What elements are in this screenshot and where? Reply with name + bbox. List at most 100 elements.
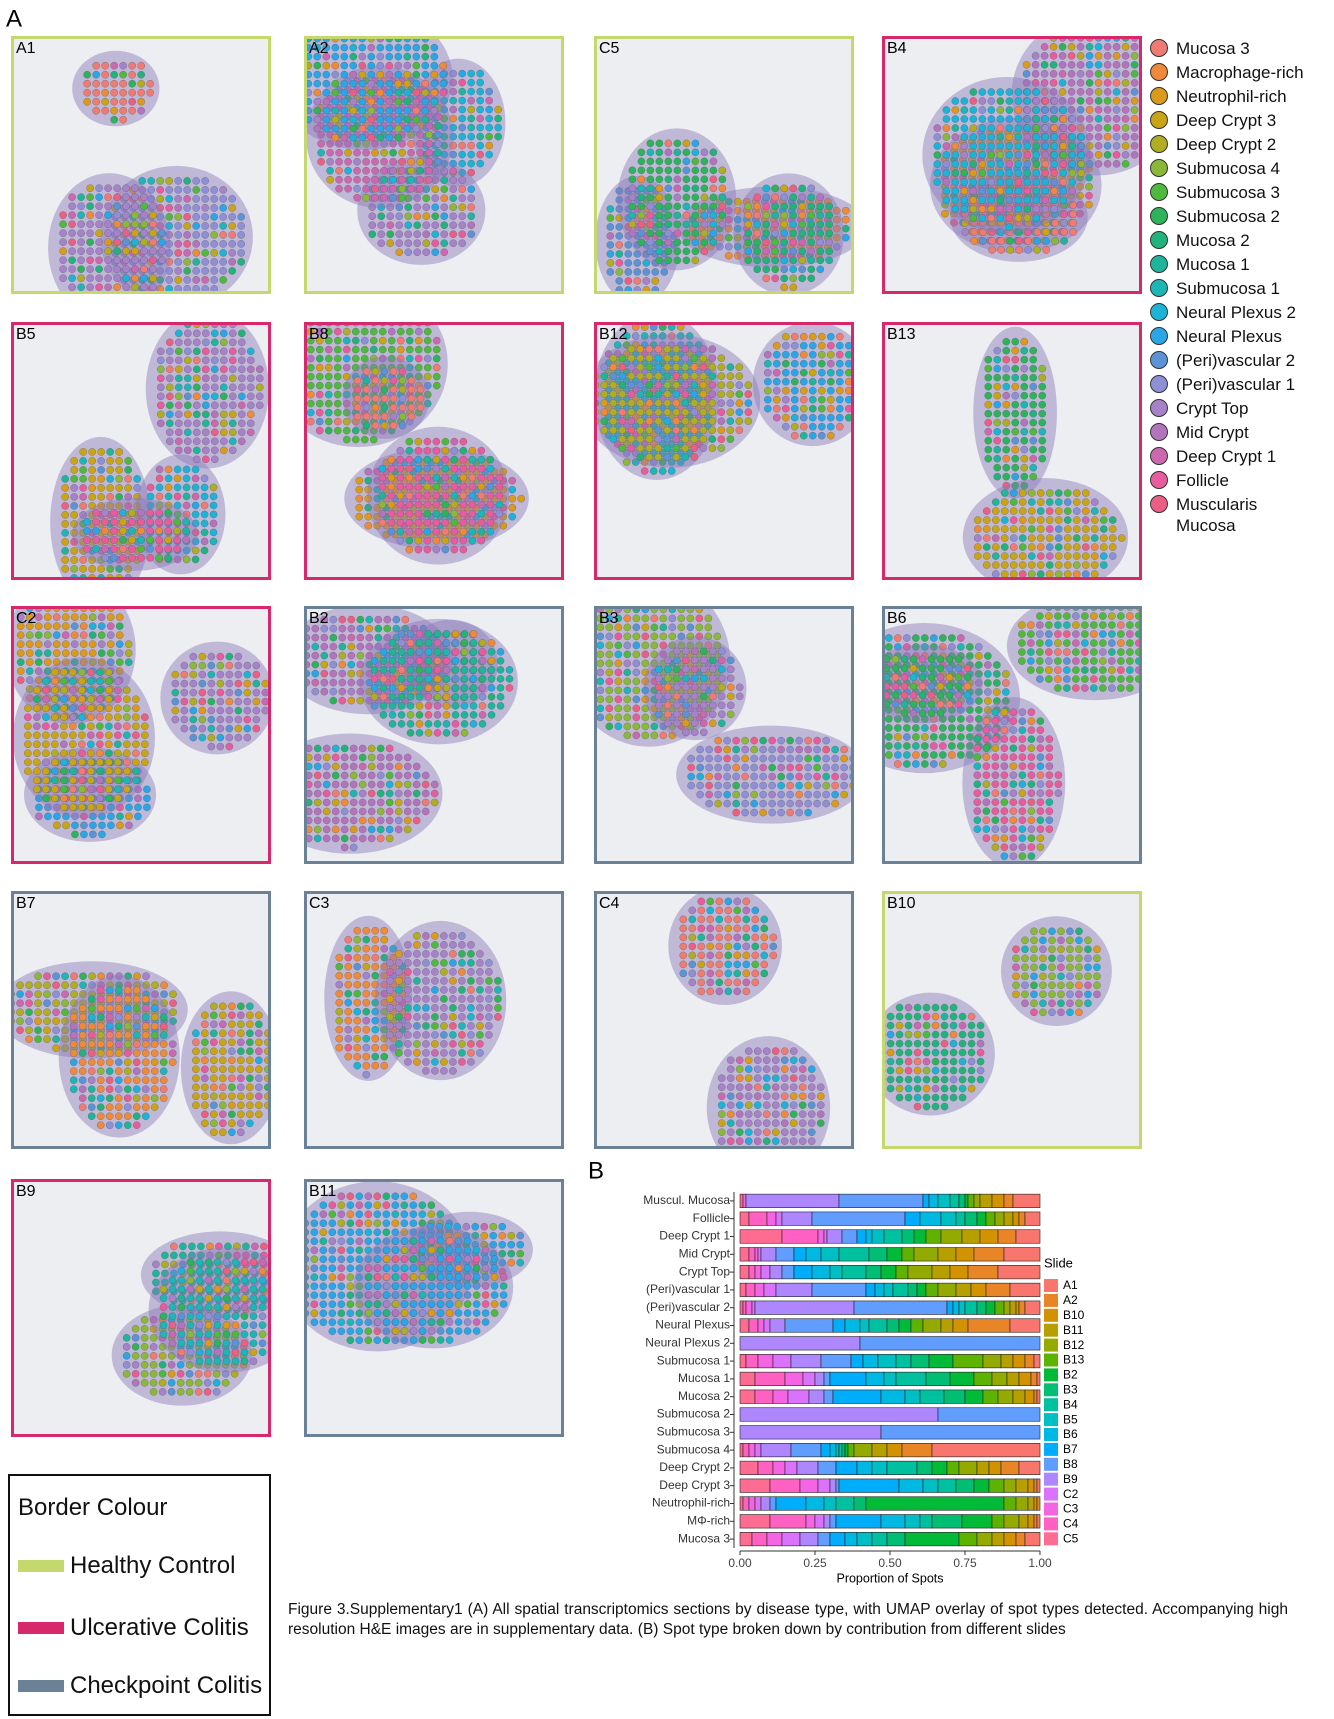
spot <box>330 670 337 677</box>
spot <box>451 501 458 508</box>
spot <box>60 795 67 802</box>
spot <box>405 204 412 211</box>
spot <box>1042 97 1049 104</box>
spot <box>478 447 485 454</box>
spot <box>125 484 132 491</box>
spot <box>994 401 1001 408</box>
spot <box>809 342 816 349</box>
spot <box>638 176 645 183</box>
spot <box>371 657 378 664</box>
spot <box>673 400 680 407</box>
spot <box>350 781 357 788</box>
spot <box>93 80 100 87</box>
spot <box>98 475 105 482</box>
spot <box>60 777 67 784</box>
spot <box>114 750 121 757</box>
spot <box>325 373 332 380</box>
spot <box>125 475 132 482</box>
spot <box>1039 410 1046 417</box>
spot <box>183 475 190 482</box>
spot <box>459 142 466 149</box>
spot <box>182 527 189 534</box>
spot <box>389 693 396 700</box>
spot <box>238 420 245 427</box>
spot <box>202 438 209 445</box>
spot <box>341 745 348 752</box>
spot <box>353 185 360 192</box>
spot <box>368 107 375 114</box>
spot <box>610 355 617 362</box>
spot <box>377 790 384 797</box>
spot <box>143 786 150 793</box>
spot <box>1055 534 1062 541</box>
spot <box>134 475 141 482</box>
spot <box>388 483 395 490</box>
spot <box>111 98 118 105</box>
spot <box>113 239 120 246</box>
spot <box>656 212 663 219</box>
spot <box>961 160 968 167</box>
spot <box>638 167 645 174</box>
spot <box>607 250 614 257</box>
spot <box>432 213 439 220</box>
spot <box>147 89 154 96</box>
spot <box>183 466 190 473</box>
spot <box>424 546 431 553</box>
spot <box>325 382 332 389</box>
spot <box>1030 401 1037 408</box>
spot <box>790 212 797 219</box>
spot <box>818 360 825 367</box>
spot <box>432 195 439 202</box>
spot <box>826 248 833 255</box>
spot <box>35 596 42 603</box>
spot <box>229 447 236 454</box>
spot <box>1041 61 1048 68</box>
spot <box>132 750 139 757</box>
spot <box>104 284 111 291</box>
spot <box>1039 401 1046 408</box>
spot <box>386 754 393 761</box>
spot <box>62 650 69 657</box>
spot <box>166 213 173 220</box>
spot <box>380 185 387 192</box>
spot <box>664 373 671 380</box>
spot <box>1064 516 1071 523</box>
spot <box>386 835 393 842</box>
spot <box>123 750 130 757</box>
spot <box>69 696 76 703</box>
spot <box>184 276 191 283</box>
spot <box>262 680 269 687</box>
spot <box>307 364 314 371</box>
spot <box>119 545 126 552</box>
spot <box>487 465 494 472</box>
spot <box>334 391 341 398</box>
spot <box>970 115 977 122</box>
spot <box>1037 498 1044 505</box>
spot <box>95 194 102 201</box>
spot <box>332 80 339 87</box>
spot <box>422 98 429 105</box>
spot <box>368 134 375 141</box>
spot <box>332 71 339 78</box>
spot <box>69 714 76 721</box>
spot <box>425 702 432 709</box>
spot <box>166 366 173 373</box>
spot <box>330 697 337 704</box>
spot <box>111 89 118 96</box>
spot <box>192 475 199 482</box>
spot <box>407 693 414 700</box>
spot <box>610 409 617 416</box>
spot <box>359 754 366 761</box>
spot <box>89 650 96 657</box>
spot <box>229 330 236 337</box>
spot <box>146 545 153 552</box>
spot <box>287 781 294 788</box>
spot <box>1030 347 1037 354</box>
spot <box>120 80 127 87</box>
spot <box>386 53 393 60</box>
spot <box>141 723 148 730</box>
spot <box>1015 97 1022 104</box>
spot <box>98 484 105 491</box>
spot <box>175 366 182 373</box>
spot <box>997 115 1004 122</box>
